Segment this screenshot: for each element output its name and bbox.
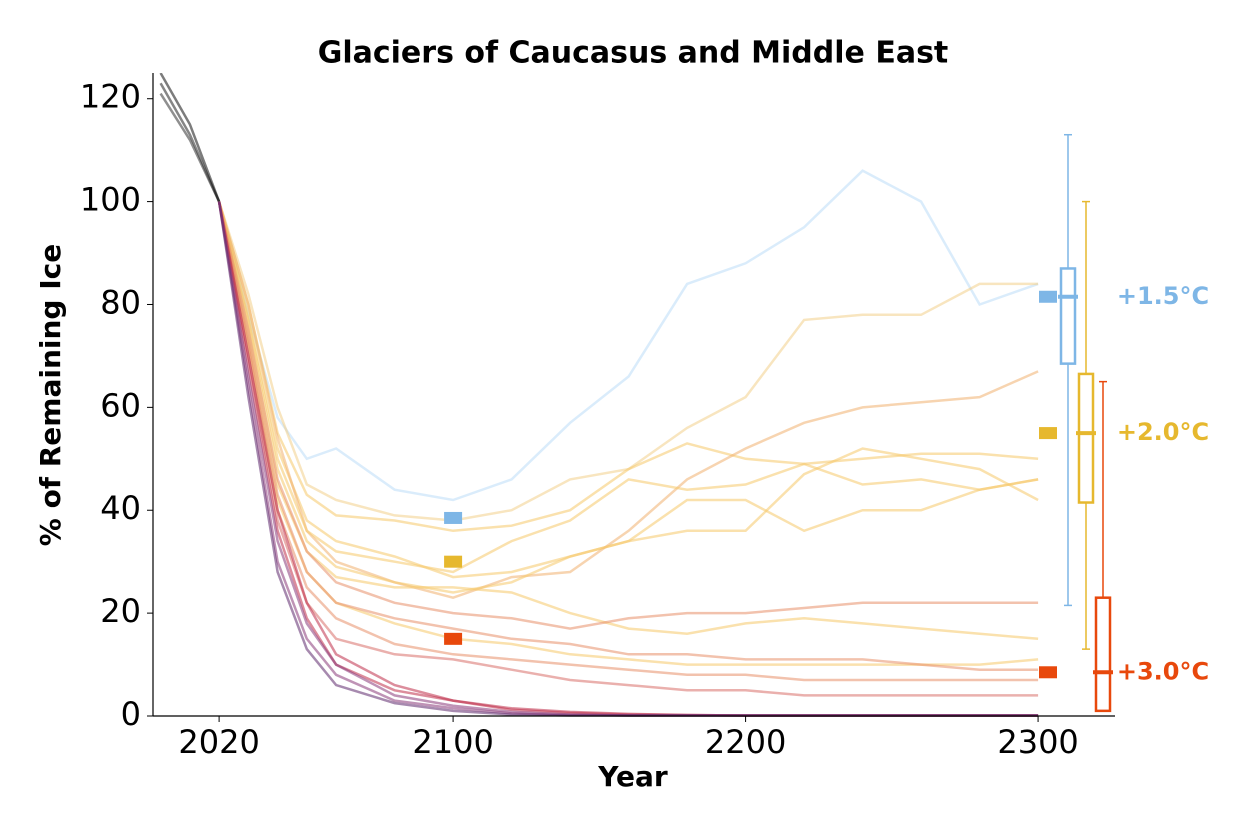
chart-title: Glaciers of Caucasus and Middle East: [318, 36, 949, 71]
x-tick-label: 2200: [705, 723, 786, 761]
scenario-label: +1.5°C: [1117, 282, 1209, 310]
series-line: [217, 201, 1039, 682]
series-line: [159, 92, 221, 203]
series-line: [217, 201, 1039, 630]
median-2300-marker: [1039, 666, 1057, 679]
y-tick-label: 80: [100, 283, 141, 321]
series-line: [217, 201, 1039, 574]
x-tick-label: 2300: [997, 723, 1078, 761]
series-line: [217, 201, 1039, 522]
series-line: [217, 201, 1039, 671]
x-tick-label: 2100: [412, 723, 493, 761]
y-tick-label: 120: [80, 78, 141, 116]
y-tick-label: 60: [100, 386, 141, 424]
box: [1094, 596, 1112, 713]
y-tick-label: 100: [80, 181, 141, 219]
series-line: [217, 169, 1039, 502]
lines: [159, 73, 1039, 717]
y-tick-label: 40: [100, 489, 141, 527]
series-line: [217, 201, 1039, 533]
x-tick-label: 2020: [178, 723, 259, 761]
median-2300-marker: [1039, 290, 1057, 303]
series-line: [217, 201, 1039, 641]
y-tick-label: 0: [121, 695, 141, 733]
series-line: [217, 201, 1039, 666]
box: [1077, 372, 1095, 504]
median-2100-marker: [444, 511, 463, 524]
series-line: [217, 201, 1039, 594]
y-tick-label: 20: [100, 592, 141, 630]
series-line: [159, 73, 221, 203]
box: [1059, 267, 1077, 365]
median-2300-marker: [1039, 427, 1057, 440]
median-2100-marker: [444, 555, 463, 568]
series-line: [217, 201, 1039, 579]
scenario-label: +2.0°C: [1117, 418, 1209, 446]
scenario-label: +3.0°C: [1117, 657, 1209, 685]
y-axis-label: % of Remaining Ice: [34, 244, 67, 546]
x-axis-label: Year: [597, 760, 668, 793]
median-2100-marker: [444, 632, 463, 645]
series-line: [217, 201, 1039, 600]
